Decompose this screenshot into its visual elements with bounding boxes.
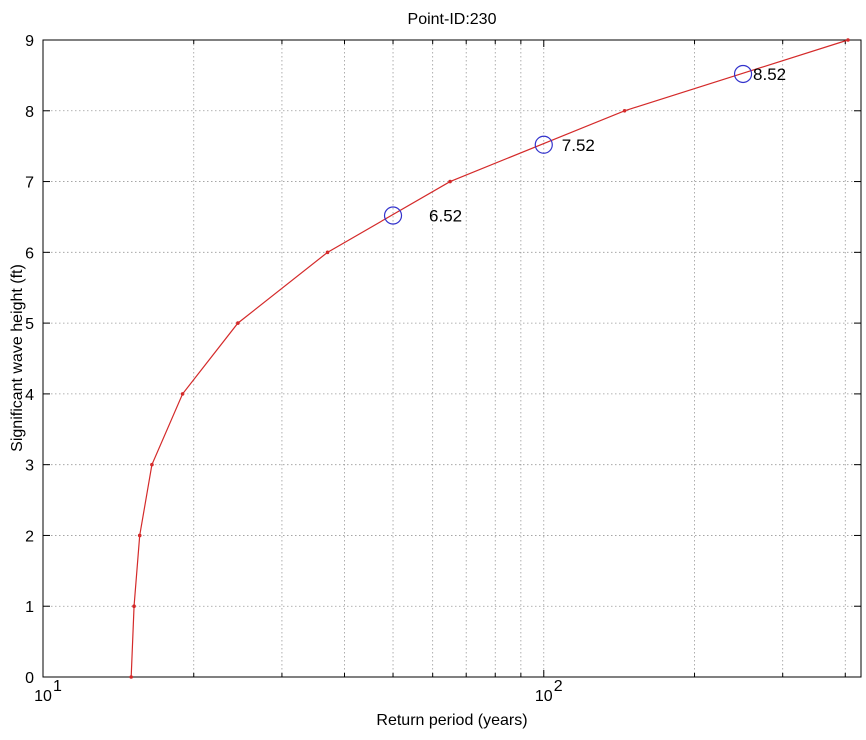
x-tick-label: 10	[34, 688, 52, 705]
y-tick-label: 8	[25, 104, 34, 121]
annotations: 6.52 7.52 8.52	[383, 64, 786, 226]
y-axis-title: Significant wave height (ft)	[9, 264, 26, 452]
y-tick-label: 6	[25, 245, 34, 262]
annotation-label: 7.52	[562, 136, 595, 155]
series-point	[236, 321, 240, 325]
series-point	[448, 179, 452, 184]
y-tick-label: 1	[25, 599, 34, 616]
x-axis-title: Return period (years)	[376, 712, 527, 729]
series-point	[622, 108, 627, 113]
annotation-marker	[534, 135, 553, 154]
annotation-label: 8.52	[753, 65, 786, 84]
annotation-marker	[383, 206, 403, 225]
y-tick-label: 2	[25, 528, 34, 545]
series-point	[137, 533, 142, 538]
series-point	[846, 38, 850, 42]
x-tick-exponent: 1	[53, 678, 62, 695]
series-line	[130, 39, 849, 678]
y-tick-label: 9	[25, 33, 34, 50]
series-point	[325, 250, 330, 255]
series-point	[180, 392, 185, 396]
grid	[43, 40, 861, 677]
chart-title: Point-ID:230	[408, 11, 497, 28]
series-point	[150, 462, 154, 467]
y-tick-label: 0	[25, 670, 34, 687]
annotation-marker	[733, 64, 753, 84]
series-layer	[129, 38, 850, 679]
series-point	[129, 675, 133, 679]
y-tick-label: 7	[25, 175, 34, 192]
y-tick-label: 3	[25, 458, 34, 475]
series-point	[132, 604, 136, 609]
plot-frame	[42, 39, 862, 678]
y-tick-label: 4	[25, 387, 34, 404]
annotation-label: 6.52	[429, 207, 462, 226]
x-tick-exponent: 2	[554, 678, 563, 695]
y-tick-label: 5	[25, 316, 34, 333]
x-tick-label: 10	[535, 688, 553, 705]
